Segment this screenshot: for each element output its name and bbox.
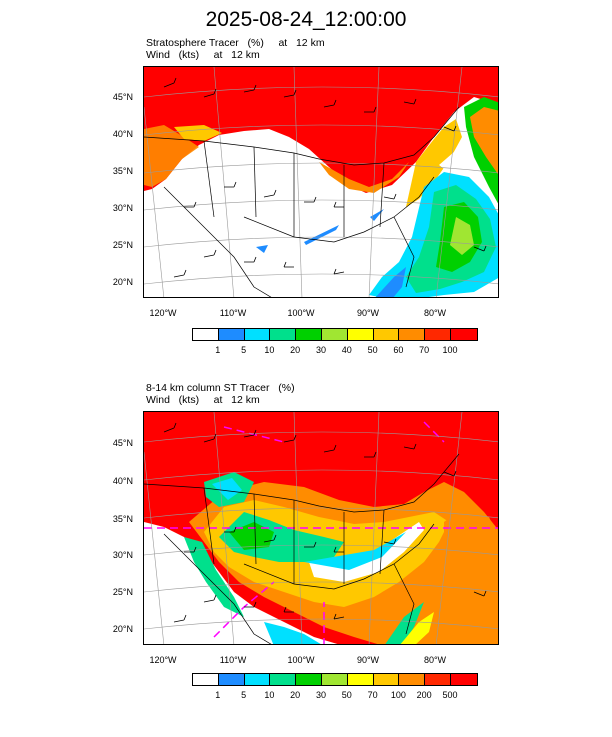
colorbar-label: 10 <box>264 345 275 355</box>
panel1-lat-30: 30°N <box>112 203 133 213</box>
colorbar-label: 60 <box>393 345 404 355</box>
colorbar-swatch <box>373 329 400 340</box>
colorbar-label: 100 <box>442 345 458 355</box>
colorbar-label: 20 <box>290 690 301 700</box>
colorbar-swatch <box>425 674 451 685</box>
colorbar-swatch <box>347 329 374 340</box>
colorbar-label: 200 <box>416 690 432 700</box>
colorbar-swatch <box>270 674 297 685</box>
panel2-lat-30: 30°N <box>112 550 133 560</box>
panel2-title-line1: 8-14 km column ST Tracer (%) <box>146 382 295 394</box>
panel2-lon-80: 80°W <box>423 655 447 665</box>
panel1-lon-110: 110°W <box>219 308 247 318</box>
panel2-title-line2: Wind (kts) at 12 km <box>146 394 260 406</box>
panel2-lon-90: 90°W <box>356 655 380 665</box>
colorbar-label: 30 <box>315 690 326 700</box>
colorbar-label: 1 <box>215 690 221 700</box>
panel1-title-line2: Wind (kts) at 12 km <box>146 49 260 61</box>
colorbar-label: 70 <box>367 690 378 700</box>
colorbar-label: 1 <box>215 345 221 355</box>
panel1-title-line1: Stratosphere Tracer (%) at 12 km <box>146 37 325 49</box>
colorbar-label: 30 <box>315 345 326 355</box>
colorbar-swatch <box>218 329 245 340</box>
colorbar-label: 100 <box>390 690 406 700</box>
panel2-lat-20: 20°N <box>112 624 133 634</box>
panel2-lon-110: 110°W <box>219 655 247 665</box>
colorbar-swatch <box>270 329 297 340</box>
panel2-lat-45: 45°N <box>112 438 133 448</box>
panel1-map <box>143 66 499 298</box>
panel2-map <box>143 411 499 645</box>
panel2-lat-35: 35°N <box>112 514 133 524</box>
colorbar-swatch <box>296 329 322 340</box>
panel1-colorbar <box>192 328 478 341</box>
panel1-lon-100: 100°W <box>287 308 315 318</box>
colorbar-swatch <box>399 329 426 340</box>
panel2-lat-25: 25°N <box>112 587 133 597</box>
panel2-colorbar <box>192 673 478 686</box>
colorbar-swatch <box>450 674 477 685</box>
colorbar-label: 5 <box>241 690 247 700</box>
panel1-lat-25: 25°N <box>112 240 133 250</box>
panel1-title: Stratosphere Tracer (%) at 12 km Wind (k… <box>146 37 325 61</box>
panel1-lon-90: 90°W <box>356 308 380 318</box>
colorbar-swatch <box>399 674 426 685</box>
colorbar-label: 500 <box>442 690 458 700</box>
colorbar-swatch <box>347 674 374 685</box>
colorbar-swatch <box>321 674 348 685</box>
colorbar-swatch <box>193 329 219 340</box>
panel1-lon-120: 120°W <box>149 308 177 318</box>
colorbar-swatch <box>296 674 322 685</box>
colorbar-swatch <box>193 674 219 685</box>
colorbar-swatch <box>373 674 400 685</box>
panel1-lat-35: 35°N <box>112 166 133 176</box>
colorbar-label: 50 <box>341 690 352 700</box>
panel1-lat-20: 20°N <box>112 277 133 287</box>
colorbar-label: 10 <box>264 690 275 700</box>
colorbar-label: 40 <box>341 345 352 355</box>
panel1-lat-45: 45°N <box>112 92 133 102</box>
colorbar-label: 20 <box>290 345 301 355</box>
colorbar-swatch <box>244 674 271 685</box>
colorbar-label: 50 <box>367 345 378 355</box>
panel2-lon-100: 100°W <box>287 655 315 665</box>
figure-title: 2025-08-24_12:00:00 <box>205 8 407 31</box>
panel2-lat-40: 40°N <box>112 476 133 486</box>
colorbar-label: 70 <box>419 345 430 355</box>
panel1-lon-80: 80°W <box>423 308 447 318</box>
panel2-title: 8-14 km column ST Tracer (%) Wind (kts) … <box>146 382 295 406</box>
colorbar-label: 5 <box>241 345 247 355</box>
panel2-lon-120: 120°W <box>149 655 177 665</box>
colorbar-swatch <box>425 329 451 340</box>
colorbar-swatch <box>450 329 477 340</box>
panel1-lat-40: 40°N <box>112 129 133 139</box>
colorbar-swatch <box>244 329 271 340</box>
colorbar-swatch <box>321 329 348 340</box>
colorbar-swatch <box>218 674 245 685</box>
